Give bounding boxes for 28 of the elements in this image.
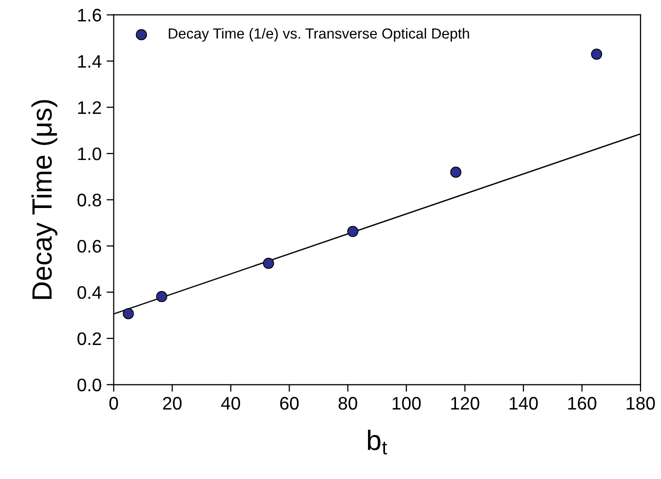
point [450,166,462,178]
x-tick-label: 0 [109,396,118,410]
y-tick-label: 1.4 [78,55,102,68]
y-tick-label: 0.0 [77,378,102,392]
x-tick-label: 80 [338,396,358,410]
x-axis-title: b$_{t}$ [368,430,388,454]
x-tick-label: 120 [451,396,480,410]
x-tick-label: 100 [392,396,421,410]
x-tick-label: 60 [280,396,299,410]
y-axis-title: Decay Time (μs) [31,100,58,299]
point [347,226,358,237]
y-tick-label: 0.2 [77,332,101,346]
y-tick-label: 0.8 [77,194,102,206]
x-tick-label: 180 [626,396,655,410]
x-tick-label: 20 [163,396,182,410]
y-tick-label: 1.6 [78,8,102,22]
x-tick-label: 140 [510,396,538,410]
legend-label: Decay Time (1/e) vs. Transverse Optical Depth [168,28,470,42]
y-tick-label: 0.6 [77,240,102,253]
point [591,48,602,60]
point [156,291,168,302]
x-tick-label: 40 [221,396,240,410]
y-tick-label: 0.4 [77,286,102,299]
point [122,308,134,320]
x-tick-label: 160 [568,396,596,410]
y-tick-label: 1.0 [78,147,102,160]
point [262,258,274,269]
y-tick-label: 1.2 [78,101,101,114]
